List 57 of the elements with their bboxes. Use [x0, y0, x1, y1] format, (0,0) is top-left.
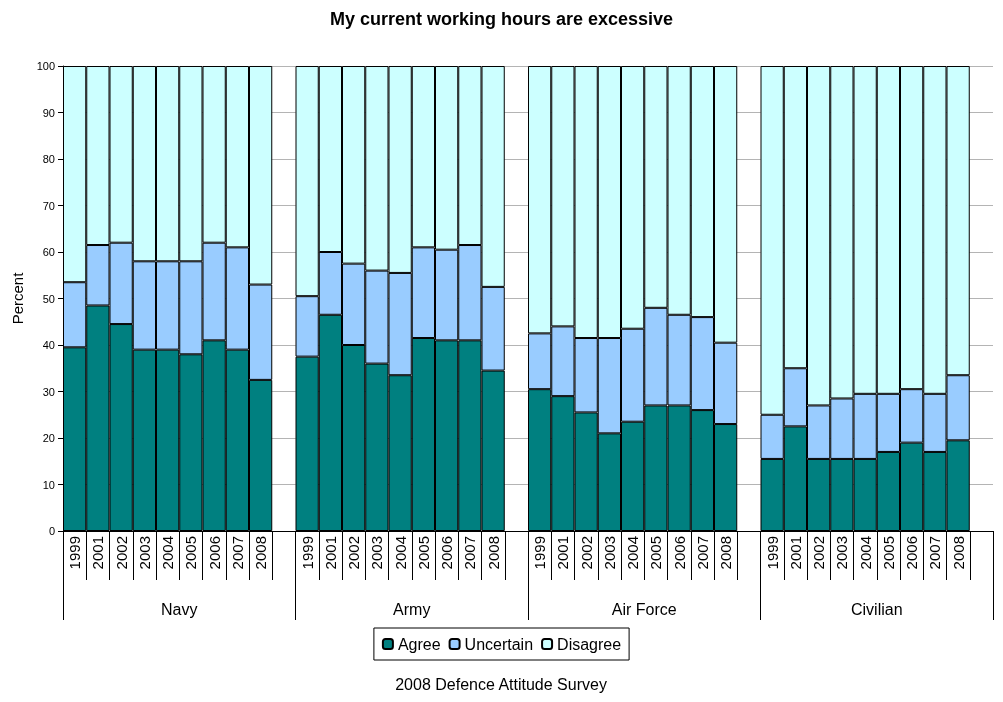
x-tick-label: 2002	[577, 536, 595, 570]
y-tick-label: 30	[42, 385, 55, 398]
x-tick-label: 1999	[298, 536, 316, 570]
legend-label: Uncertain	[464, 635, 534, 653]
x-axis-title: Navy	[161, 600, 198, 618]
x-tick-label: 2007	[693, 536, 711, 570]
x-tick-label: 2002	[112, 536, 130, 570]
y-tick-label: 60	[42, 246, 55, 258]
x-tick-label: 2005	[414, 536, 432, 570]
x-tick-label: 2005	[879, 536, 897, 570]
x-tick-label: 2003	[135, 536, 153, 570]
x-tick-label: 2003	[368, 536, 386, 570]
x-tick-label: 2003	[600, 536, 618, 570]
y-tick-label: 40	[42, 339, 55, 351]
x-tick-label: 2001	[554, 536, 572, 570]
x-tick-label: 2006	[670, 536, 688, 570]
text: 2008 Defence Attitude Survey	[395, 675, 607, 693]
y-axis-title: Percent	[9, 271, 26, 325]
x-tick-label: 2004	[159, 536, 177, 570]
x-tick-label: 2004	[391, 536, 409, 570]
legend-label: Agree	[397, 635, 441, 653]
x-tick-label: 2007	[228, 536, 246, 570]
y-tick-label: 80	[42, 153, 55, 165]
y-tick-label: 50	[42, 292, 55, 305]
x-tick-label: 2002	[810, 536, 828, 570]
y-tick-label: 0	[48, 525, 55, 537]
y-tick-label: 100	[36, 60, 55, 72]
x-tick-label: 1999	[66, 536, 84, 570]
x-tick-label: 2001	[786, 536, 804, 570]
x-tick-label: 2005	[182, 536, 200, 570]
x-axis-title: Civilian	[850, 600, 903, 618]
x-tick-label: 2008	[484, 536, 502, 570]
x-tick-label: 2005	[647, 536, 665, 570]
y-tick-label: 10	[42, 478, 55, 491]
x-tick-label: 2006	[903, 536, 921, 570]
y-tick-label: 90	[42, 106, 55, 119]
x-tick-label: 1999	[763, 536, 781, 570]
x-tick-label: 2003	[833, 536, 851, 570]
x-tick-label: 2002	[345, 536, 363, 570]
y-tick-label: 20	[42, 432, 55, 444]
x-tick-label: 2001	[89, 536, 107, 570]
x-tick-label: 2007	[461, 536, 479, 570]
x-tick-label: 2006	[438, 536, 456, 570]
x-tick-label: 2004	[624, 536, 642, 570]
text: My current working hours are excessive	[329, 9, 674, 29]
y-tick-label: 70	[42, 199, 55, 212]
x-tick-label: 2007	[926, 536, 944, 570]
x-tick-label: 1999	[531, 536, 549, 570]
x-axis-title: Air Force	[611, 600, 677, 618]
legend-label: Disagree	[557, 635, 622, 653]
x-axis-title: Army	[393, 600, 431, 618]
x-tick-label: 2008	[717, 536, 735, 570]
x-tick-label: 2001	[321, 536, 339, 570]
x-tick-label: 2006	[205, 536, 223, 570]
x-tick-label: 2004	[856, 536, 874, 570]
x-tick-label: 2008	[252, 536, 270, 570]
x-tick-label: 2008	[949, 536, 967, 570]
